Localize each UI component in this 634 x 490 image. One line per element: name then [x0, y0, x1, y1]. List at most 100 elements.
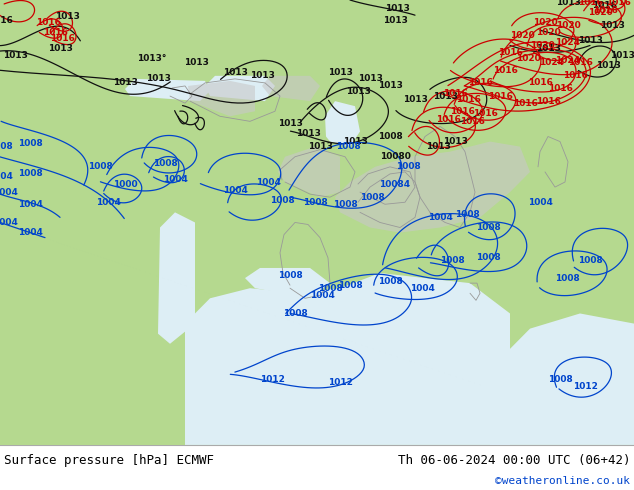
- Text: 1013: 1013: [403, 95, 427, 103]
- Polygon shape: [335, 142, 530, 233]
- Text: 1016: 1016: [456, 95, 481, 103]
- Polygon shape: [325, 101, 360, 147]
- Text: 1008: 1008: [555, 273, 579, 283]
- Text: 1008: 1008: [335, 142, 360, 151]
- Text: 10080: 10080: [380, 152, 410, 161]
- Text: 1020: 1020: [555, 21, 580, 30]
- Text: 1016: 1016: [527, 78, 552, 87]
- Text: 1004: 1004: [18, 200, 42, 209]
- Text: 1020: 1020: [529, 41, 554, 50]
- Text: 1004: 1004: [410, 284, 434, 293]
- Text: 1013: 1013: [250, 72, 275, 80]
- Polygon shape: [125, 79, 210, 101]
- Text: 1016: 1016: [593, 5, 618, 15]
- Text: 1004: 1004: [0, 188, 18, 196]
- Text: 1004: 1004: [427, 213, 453, 222]
- Text: 1020: 1020: [515, 54, 540, 63]
- Text: 1013: 1013: [555, 0, 581, 6]
- Text: 1013: 1013: [595, 61, 621, 70]
- Text: 1008: 1008: [378, 277, 403, 286]
- Text: 1013: 1013: [358, 74, 382, 83]
- Polygon shape: [185, 273, 510, 445]
- Text: 1016: 1016: [472, 109, 498, 118]
- Text: 1008: 1008: [378, 132, 403, 141]
- Text: 1013: 1013: [432, 92, 458, 100]
- Text: 1013: 1013: [600, 21, 624, 30]
- Text: 1000: 1000: [113, 179, 138, 189]
- Text: 1008: 1008: [318, 284, 342, 293]
- Text: 1004: 1004: [162, 175, 188, 185]
- Text: 1013: 1013: [385, 3, 410, 13]
- Text: 1016: 1016: [498, 48, 522, 57]
- Text: 1016: 1016: [567, 58, 592, 67]
- Text: 1008: 1008: [439, 256, 464, 266]
- Text: 1008: 1008: [283, 309, 307, 318]
- Text: 1016: 1016: [436, 115, 460, 124]
- Text: 1013: 1013: [3, 51, 27, 60]
- Text: 1016: 1016: [562, 72, 588, 80]
- Text: 1013: 1013: [378, 81, 403, 91]
- Text: 1008: 1008: [18, 170, 42, 178]
- Text: 1016: 1016: [592, 0, 616, 10]
- Text: 1008: 1008: [333, 200, 358, 209]
- Text: 1013: 1013: [278, 119, 302, 128]
- Text: 10084: 10084: [379, 179, 411, 189]
- Text: 1004: 1004: [0, 218, 18, 227]
- Text: 1004: 1004: [18, 228, 42, 237]
- Polygon shape: [490, 314, 634, 445]
- Text: 1013: 1013: [328, 68, 353, 77]
- Text: 1004: 1004: [256, 177, 280, 187]
- Text: 1013: 1013: [609, 51, 634, 60]
- Text: 1004: 1004: [0, 172, 13, 181]
- Text: 1008: 1008: [396, 162, 420, 171]
- Text: 1008: 1008: [455, 210, 479, 219]
- Text: 1013: 1013: [48, 44, 72, 53]
- Text: 1008: 1008: [87, 162, 112, 171]
- Text: 1013: 1013: [184, 58, 209, 67]
- Text: 1008: 1008: [302, 198, 327, 207]
- Text: 1008: 1008: [0, 142, 13, 151]
- Text: 1008: 1008: [278, 270, 302, 279]
- Text: 1024: 1024: [540, 58, 564, 67]
- Text: 1016: 1016: [443, 89, 467, 98]
- Text: 1008: 1008: [153, 159, 178, 168]
- Text: 1008: 1008: [18, 139, 42, 148]
- Text: 1013: 1013: [113, 78, 138, 87]
- Text: 1013: 1013: [342, 137, 368, 146]
- Text: 1012: 1012: [573, 382, 597, 391]
- Text: 1013: 1013: [425, 142, 450, 151]
- Text: 1016: 1016: [42, 28, 67, 37]
- Text: Th 06-06-2024 00:00 UTC (06+42): Th 06-06-2024 00:00 UTC (06+42): [398, 454, 630, 467]
- Text: 1008: 1008: [269, 196, 294, 205]
- Text: 1004: 1004: [223, 186, 247, 195]
- Text: ©weatheronline.co.uk: ©weatheronline.co.uk: [495, 476, 630, 486]
- Text: 1020: 1020: [510, 31, 534, 40]
- Text: 1020: 1020: [536, 28, 560, 37]
- Text: 1008: 1008: [359, 193, 384, 202]
- Text: 1024: 1024: [555, 38, 581, 47]
- Text: 1013: 1013: [382, 16, 408, 24]
- Polygon shape: [205, 76, 275, 101]
- Text: 1016: 1016: [0, 16, 13, 24]
- Text: 1016: 1016: [49, 34, 74, 43]
- Text: 1013: 1013: [223, 68, 247, 77]
- Text: 1016: 1016: [467, 78, 493, 87]
- Text: 1016: 1016: [450, 107, 474, 116]
- Text: 1004: 1004: [96, 198, 120, 207]
- Text: Surface pressure [hPa] ECMWF: Surface pressure [hPa] ECMWF: [4, 454, 214, 467]
- Text: 1016: 1016: [605, 0, 630, 6]
- Text: 1008: 1008: [338, 281, 363, 290]
- Text: 1016: 1016: [460, 117, 484, 126]
- Text: 1013°: 1013°: [138, 54, 167, 63]
- Text: 1013: 1013: [578, 36, 602, 45]
- Text: 1016: 1016: [488, 92, 512, 100]
- Polygon shape: [262, 76, 320, 101]
- Text: 1004: 1004: [527, 198, 552, 207]
- Text: 1008: 1008: [548, 375, 573, 384]
- Text: 1013: 1013: [295, 129, 320, 138]
- Text: 1012: 1012: [328, 378, 353, 387]
- Polygon shape: [158, 212, 195, 344]
- Text: 1013: 1013: [536, 44, 560, 53]
- Polygon shape: [278, 147, 340, 197]
- Text: 1016: 1016: [536, 97, 560, 106]
